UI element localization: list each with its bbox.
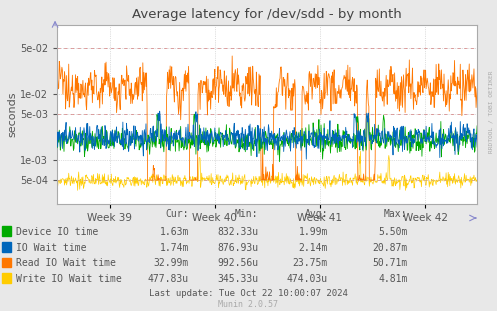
Text: 1.63m: 1.63m	[160, 227, 189, 237]
Text: 4.81m: 4.81m	[378, 274, 408, 284]
Text: RRDTOOL / TOBI OETIKER: RRDTOOL / TOBI OETIKER	[489, 71, 494, 153]
Title: Average latency for /dev/sdd - by month: Average latency for /dev/sdd - by month	[132, 8, 402, 21]
Y-axis label: seconds: seconds	[7, 91, 17, 137]
Text: Munin 2.0.57: Munin 2.0.57	[219, 300, 278, 309]
Text: 345.33u: 345.33u	[217, 274, 258, 284]
Text: Read IO Wait time: Read IO Wait time	[16, 258, 116, 268]
Text: Device IO time: Device IO time	[16, 227, 98, 237]
Text: 1.99m: 1.99m	[299, 227, 328, 237]
Text: Write IO Wait time: Write IO Wait time	[16, 274, 122, 284]
Text: 474.03u: 474.03u	[287, 274, 328, 284]
Text: Max:: Max:	[384, 209, 408, 219]
Text: 832.33u: 832.33u	[217, 227, 258, 237]
Text: 5.50m: 5.50m	[378, 227, 408, 237]
Text: 1.74m: 1.74m	[160, 243, 189, 253]
Text: 23.75m: 23.75m	[293, 258, 328, 268]
Text: Min:: Min:	[235, 209, 258, 219]
Text: 50.71m: 50.71m	[372, 258, 408, 268]
Text: Avg:: Avg:	[305, 209, 328, 219]
Text: 2.14m: 2.14m	[299, 243, 328, 253]
Text: 32.99m: 32.99m	[154, 258, 189, 268]
Text: 477.83u: 477.83u	[148, 274, 189, 284]
Text: IO Wait time: IO Wait time	[16, 243, 87, 253]
Text: 992.56u: 992.56u	[217, 258, 258, 268]
Text: Last update: Tue Oct 22 10:00:07 2024: Last update: Tue Oct 22 10:00:07 2024	[149, 289, 348, 298]
Text: Cur:: Cur:	[166, 209, 189, 219]
Text: 876.93u: 876.93u	[217, 243, 258, 253]
Text: 20.87m: 20.87m	[372, 243, 408, 253]
